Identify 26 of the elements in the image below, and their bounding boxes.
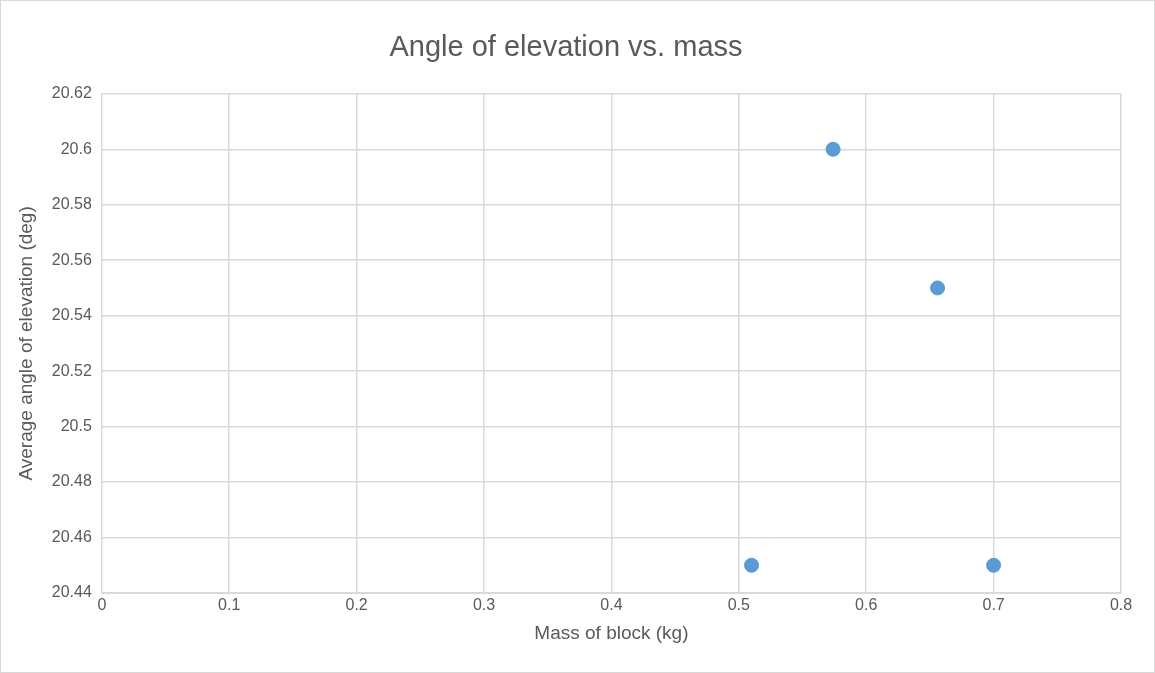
y-tick-label: 20.5 xyxy=(60,417,92,435)
y-tick-label: 20.52 xyxy=(51,361,92,379)
x-tick-label: 0.2 xyxy=(345,596,368,614)
y-axis-title: Average angle of elevation (deg) xyxy=(14,206,36,481)
y-tick-label: 20.6 xyxy=(60,139,92,157)
x-tick-label: 0.5 xyxy=(727,596,751,614)
x-tick-label: 0.4 xyxy=(600,596,623,614)
x-tick-label: 0.1 xyxy=(218,596,241,614)
y-tick-label: 20.54 xyxy=(51,306,92,324)
point xyxy=(825,141,841,157)
y-tick-label: 20.62 xyxy=(51,84,92,102)
chart-title: Angle of elevation vs. mass xyxy=(389,30,743,63)
x-tick-label: 0.7 xyxy=(982,596,1005,614)
x-axis-title: Mass of block (kg) xyxy=(534,621,689,643)
x-tick-label: 0.3 xyxy=(472,596,496,614)
y-tick-label: 20.48 xyxy=(51,472,92,490)
y-tick-label: 20.58 xyxy=(51,195,92,213)
x-tick-label: 0.8 xyxy=(1109,596,1133,614)
point xyxy=(986,557,1002,573)
point xyxy=(930,280,946,296)
x-tick-label: 0 xyxy=(97,596,107,614)
x-tick-label: 0.6 xyxy=(855,596,878,614)
y-tick-label: 20.44 xyxy=(51,583,92,601)
y-tick-label: 20.56 xyxy=(51,250,92,268)
y-tick-label: 20.46 xyxy=(51,527,92,545)
point xyxy=(744,557,760,573)
